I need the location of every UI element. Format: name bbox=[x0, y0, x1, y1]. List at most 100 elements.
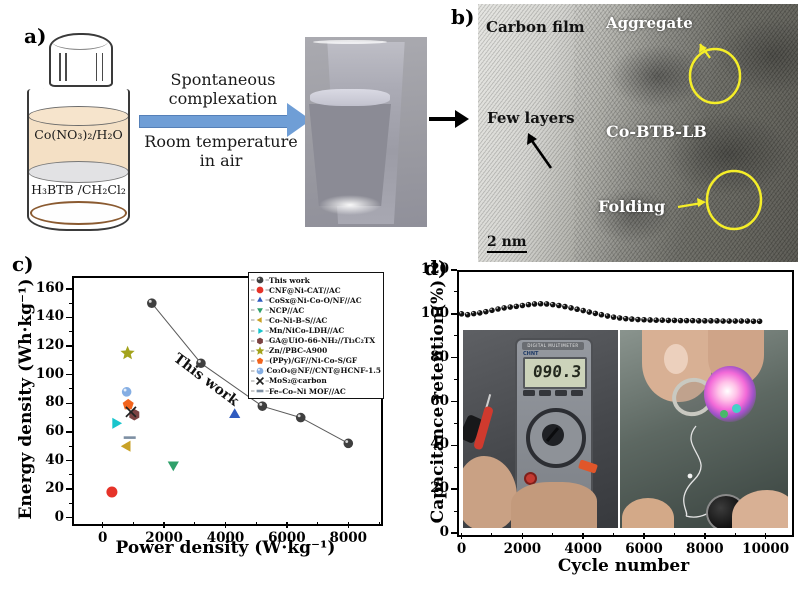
legend-label: Mn/NiCo-LDH//AC bbox=[269, 326, 345, 336]
y-minor-tick bbox=[453, 510, 457, 512]
legend-marker bbox=[251, 389, 269, 393]
legend-marker bbox=[251, 308, 269, 314]
x-tick bbox=[460, 533, 463, 539]
series-capacitance-retention bbox=[458, 300, 763, 325]
y-minor-tick bbox=[453, 422, 457, 424]
x-minor-tick bbox=[317, 522, 319, 526]
legend-label: (PPy)/GF//Ni-Co-S/GF bbox=[269, 356, 358, 366]
y-minor-tick bbox=[453, 379, 457, 381]
legend-item: MoS₂@carbon bbox=[251, 376, 381, 386]
tem-label-carbon-film: Carbon film bbox=[486, 18, 585, 36]
legend-label: Zn//PBC-A900 bbox=[269, 346, 328, 356]
folding-arrow-head bbox=[697, 198, 706, 207]
x-minor-tick bbox=[673, 533, 675, 537]
series--ppy-gf-ni-co-s-gf bbox=[122, 398, 134, 410]
x-tick-label: 0 bbox=[97, 530, 108, 546]
y-tick bbox=[66, 516, 72, 519]
y-tick bbox=[66, 459, 72, 462]
y-tick bbox=[451, 400, 457, 403]
legend-label: This work bbox=[269, 275, 310, 285]
y-minor-tick bbox=[68, 359, 72, 361]
hand bbox=[463, 456, 517, 528]
panel-b-label: b) bbox=[451, 5, 475, 29]
top-layer-label: Co(NO₃)₂/H₂O bbox=[34, 127, 123, 142]
x-minor-tick bbox=[255, 522, 257, 526]
legend-item: This work bbox=[251, 275, 381, 285]
y-minor-tick bbox=[68, 388, 72, 390]
few-layers-arrow bbox=[528, 137, 553, 169]
multimeter: DIGITAL MULTIMETER CHNT 090.3 bbox=[515, 338, 598, 510]
hand bbox=[511, 482, 597, 528]
finger bbox=[622, 498, 674, 528]
film-photo bbox=[305, 37, 427, 227]
reaction-condition-top: Spontaneous complexation bbox=[168, 70, 278, 109]
multimeter-reading: 090.3 bbox=[531, 362, 582, 381]
y-tick bbox=[66, 402, 72, 405]
y-tick bbox=[451, 269, 457, 271]
led-dot-cyan bbox=[732, 404, 741, 413]
folding-circle bbox=[705, 169, 763, 231]
glass-base-highlight bbox=[319, 195, 381, 215]
fingernail bbox=[664, 344, 688, 374]
x-minor-tick bbox=[491, 533, 493, 537]
aggregate-circle bbox=[688, 47, 742, 105]
legend-label: NCP//AC bbox=[269, 305, 305, 315]
lattice-fringes bbox=[478, 4, 798, 262]
vial-cap-ellipse bbox=[52, 33, 108, 50]
y-tick bbox=[451, 356, 457, 359]
vial-body: Co(NO₃)₂/H₂O H₃BTB /CH₂Cl₂ bbox=[27, 89, 130, 231]
reaction-arrow bbox=[139, 115, 289, 128]
legend-marker bbox=[251, 357, 269, 364]
x-tick bbox=[286, 522, 288, 528]
lattice-fringes-2 bbox=[574, 4, 798, 262]
x-minor-tick bbox=[552, 533, 554, 537]
x-tick bbox=[643, 533, 645, 539]
legend-marker bbox=[251, 346, 269, 355]
y-tick-label: 140 bbox=[35, 308, 64, 325]
legend-marker bbox=[251, 367, 267, 375]
series-co-o-nf-cnt-hcnf-1-5 bbox=[121, 387, 132, 397]
chart-energy-vs-power: c) Energy density (Wh·kg⁻¹) Power densit… bbox=[0, 250, 430, 591]
legend-label: Co-Ni-B-S//AC bbox=[269, 315, 328, 325]
led-demo-photo-inset bbox=[620, 330, 788, 528]
x-tick-label: 2000 bbox=[145, 530, 183, 546]
meter-button bbox=[523, 390, 535, 396]
x-tick bbox=[163, 522, 165, 528]
y-tick bbox=[451, 532, 457, 534]
x-minor-tick bbox=[613, 533, 615, 537]
legend-item: CoSx@Ni-Co-O/NF//AC bbox=[251, 295, 381, 305]
chart-canvas bbox=[106, 298, 354, 498]
panel-a-label: a) bbox=[24, 24, 47, 48]
y-minor-tick bbox=[453, 291, 457, 293]
y-tick-label: 0 bbox=[439, 524, 449, 540]
series-ncp-ac bbox=[167, 461, 179, 472]
x-axis-title-d: Cycle number bbox=[557, 556, 690, 576]
y-minor-tick bbox=[68, 474, 72, 476]
x-tick-label: 6000 bbox=[268, 530, 306, 546]
to-tem-arrow-head bbox=[455, 110, 469, 128]
scale-bar: 2 nm bbox=[487, 234, 527, 253]
x-minor-tick bbox=[378, 522, 380, 526]
x-tick bbox=[764, 533, 767, 539]
bottom-layer-label: H₃BTB /CH₂Cl₂ bbox=[31, 182, 126, 197]
x-axis-title-c: Power density (W·kg⁻¹) bbox=[115, 538, 336, 558]
legend-marker bbox=[251, 376, 269, 385]
y-tick bbox=[451, 444, 457, 447]
x-tick bbox=[704, 533, 706, 539]
x-minor-tick bbox=[71, 522, 73, 526]
y-tick-label: 120 bbox=[35, 337, 64, 354]
tem-label-folding: Folding bbox=[598, 197, 666, 216]
y-tick-label: 100 bbox=[420, 304, 449, 321]
legend-marker bbox=[251, 276, 269, 284]
series-this-work bbox=[147, 298, 354, 449]
legend-item: Co₃O₄@NF//CNT@HCNF-1.5 bbox=[251, 366, 381, 376]
y-tick-label: 80 bbox=[430, 348, 449, 365]
y-tick-label: 20 bbox=[45, 480, 64, 497]
tem-image: Carbon film Aggregate Few layers Co-BTB-… bbox=[478, 4, 798, 262]
rotary-dial bbox=[526, 408, 586, 468]
x-tick-label: 4000 bbox=[206, 530, 245, 546]
legend-marker bbox=[251, 337, 269, 345]
y-minor-tick bbox=[68, 502, 72, 504]
legend-marker bbox=[251, 317, 269, 324]
legend-marker bbox=[251, 327, 269, 334]
